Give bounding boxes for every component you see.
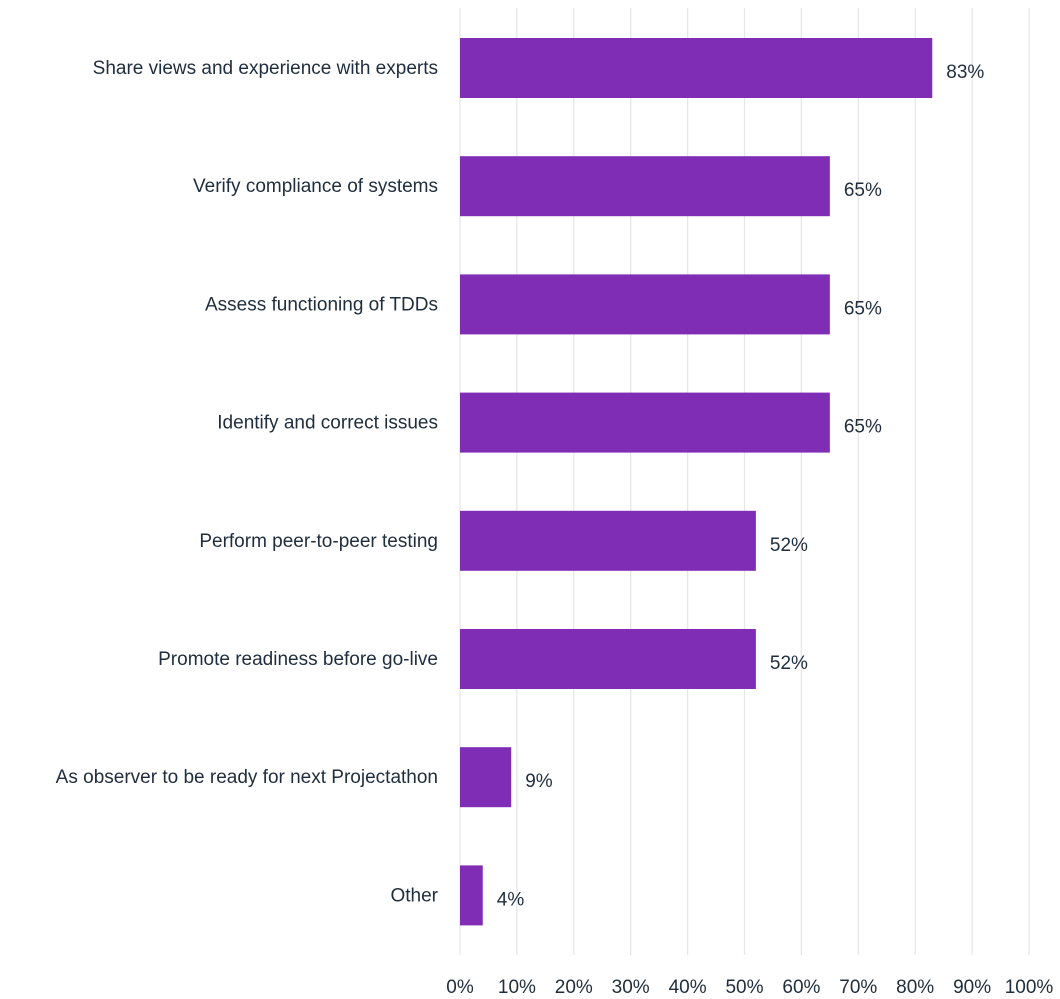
x-tick-label: 70%	[839, 977, 877, 998]
x-tick-label: 100%	[1005, 977, 1054, 998]
value-label: 65%	[844, 417, 882, 438]
x-tick-label: 10%	[498, 977, 536, 998]
x-tick-label: 40%	[669, 977, 707, 998]
value-label: 65%	[844, 180, 882, 201]
category-label: Share views and experience with experts	[93, 58, 438, 79]
x-tick-label: 90%	[953, 977, 991, 998]
x-axis-tick-labels: 0% 10% 20% 30% 40% 50% 60% 70% 80% 90% 100%	[446, 977, 1053, 998]
x-tick-label: 80%	[896, 977, 934, 998]
bar	[460, 865, 483, 926]
bar	[460, 274, 830, 335]
value-label: 52%	[770, 535, 808, 556]
category-label: Perform peer-to-peer testing	[199, 531, 438, 552]
bar	[460, 392, 830, 453]
value-label: 83%	[946, 62, 984, 83]
x-tick-label: 50%	[725, 977, 763, 998]
gridlines	[459, 8, 1030, 955]
category-label: Identify and correct issues	[217, 413, 438, 434]
x-tick-label: 20%	[555, 977, 593, 998]
value-label: 9%	[525, 771, 553, 792]
category-label: Promote readiness before go-live	[158, 649, 438, 670]
x-tick-label: 60%	[782, 977, 820, 998]
category-label: As observer to be ready for next Project…	[56, 767, 438, 788]
bar	[460, 156, 830, 217]
bar	[460, 629, 756, 689]
bar	[460, 38, 933, 98]
value-label: 52%	[770, 653, 808, 674]
value-label: 65%	[844, 298, 882, 319]
value-labels: 83% 65% 65% 65% 52% 52% 9% 4%	[497, 62, 985, 910]
category-label: Verify compliance of systems	[193, 176, 438, 197]
category-labels: Share views and experience with experts V…	[56, 58, 439, 906]
category-label: Other	[390, 885, 438, 906]
category-label: Assess functioning of TDDs	[205, 294, 438, 315]
x-tick-label: 0%	[446, 977, 474, 998]
bar	[460, 747, 512, 808]
x-tick-label: 30%	[612, 977, 650, 998]
value-label: 4%	[497, 889, 525, 910]
bars	[460, 38, 933, 926]
bar	[460, 510, 756, 571]
